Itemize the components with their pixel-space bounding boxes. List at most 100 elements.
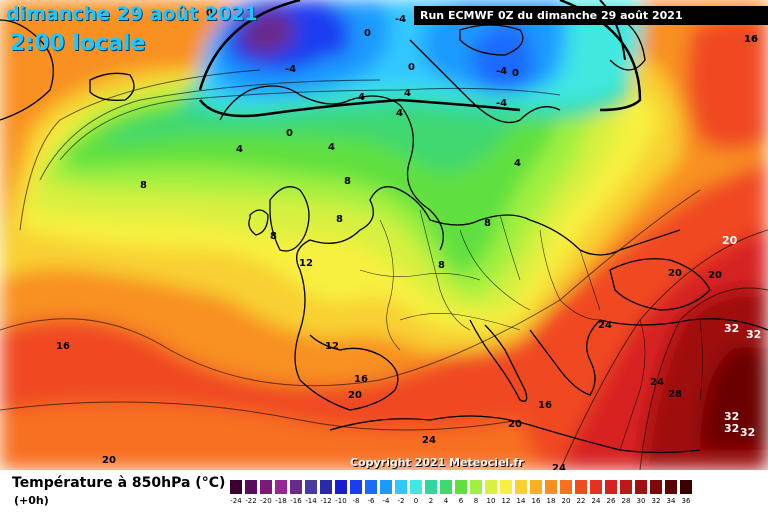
legend-label: -24: [230, 497, 242, 505]
legend-swatch: [545, 480, 557, 494]
legend-label: -20: [260, 497, 272, 505]
contour-label: 16: [744, 34, 758, 45]
legend-label: 8: [473, 497, 479, 505]
isotherm-lines: [0, 0, 768, 470]
legend-swatch: [680, 480, 692, 494]
legend-swatch: [575, 480, 587, 494]
map-canvas: 0 -4 -4 -4 0 0 0 -4 16 0 4 4 4 4 4 4 8 8…: [0, 0, 768, 470]
legend-label: -8: [352, 497, 360, 505]
legend-swatch: [590, 480, 602, 494]
contour-label: 32: [724, 410, 739, 423]
legend-swatch: [530, 480, 542, 494]
contour-label: 12: [299, 258, 313, 269]
contour-label: 8: [344, 176, 351, 187]
legend-swatch: [455, 480, 467, 494]
contour-label: 16: [538, 400, 552, 411]
contour-label: 32: [724, 422, 739, 435]
contour-label: 4: [236, 144, 243, 155]
legend-swatch: [350, 480, 362, 494]
legend-label: -6: [367, 497, 375, 505]
legend-swatch: [665, 480, 677, 494]
legend-swatch: [290, 480, 302, 494]
legend-label: 32: [651, 497, 661, 505]
legend-label: 24: [591, 497, 601, 505]
legend-swatch: [275, 480, 287, 494]
contour-label: 16: [56, 341, 70, 352]
contour-label: 24: [598, 320, 612, 331]
legend-swatch: [620, 480, 632, 494]
legend-swatch: [440, 480, 452, 494]
contour-label: 28: [668, 389, 682, 400]
contour-label: 8: [438, 260, 445, 271]
legend-swatch: [395, 480, 407, 494]
contour-label: 4: [358, 92, 365, 103]
contour-label: 24: [422, 435, 436, 446]
legend-swatch: [230, 480, 242, 494]
contour-label: 20: [102, 455, 116, 466]
legend-label: 18: [546, 497, 556, 505]
contour-label: 0: [364, 28, 371, 39]
legend-label: -12: [320, 497, 332, 505]
forecast-step: (+0h): [14, 494, 49, 507]
legend-swatch: [305, 480, 317, 494]
contour-label: 0: [512, 68, 519, 79]
legend-label: 16: [531, 497, 541, 505]
coastlines-outline: [0, 9, 768, 454]
legend-swatch: [650, 480, 662, 494]
legend-swatch: [260, 480, 272, 494]
map-footer: Température à 850hPa (°C) (+0h) -24 -22 -2…: [0, 470, 768, 512]
contour-label: 4: [514, 158, 521, 169]
contour-label: -4: [395, 14, 406, 25]
copyright-notice: Copyright 2021 Meteociel.fr: [350, 456, 524, 469]
legend-label: 30: [636, 497, 646, 505]
legend-label: -14: [305, 497, 317, 505]
contour-label: 8: [336, 214, 343, 225]
contour-label: 0: [286, 128, 293, 139]
contour-label: 20: [348, 390, 362, 401]
legend-swatch: [245, 480, 257, 494]
legend-label: 36: [681, 497, 691, 505]
contour-label: 0: [206, 8, 213, 19]
contour-label: 4: [328, 142, 335, 153]
legend-label: -22: [245, 497, 257, 505]
contour-label: 32: [724, 322, 739, 335]
legend-label: 26: [606, 497, 616, 505]
contour-label: -4: [496, 66, 507, 77]
legend-swatch: [365, 480, 377, 494]
legend-swatch: [485, 480, 497, 494]
contour-label: 16: [354, 374, 368, 385]
legend-swatch: [425, 480, 437, 494]
legend-label: 22: [576, 497, 586, 505]
legend-swatch: [635, 480, 647, 494]
legend-label: 28: [621, 497, 631, 505]
contour-label: -4: [496, 98, 507, 109]
forecast-date: dimanche 29 août 2021: [6, 3, 258, 25]
legend-label: -18: [275, 497, 287, 505]
legend-label: 6: [458, 497, 464, 505]
contour-label: 8: [484, 218, 491, 229]
temperature-map: 0 -4 -4 -4 0 0 0 -4 16 0 4 4 4 4 4 4 8 8…: [0, 0, 768, 470]
legend-swatch: [470, 480, 482, 494]
legend-swatch: [335, 480, 347, 494]
legend-label: 20: [561, 497, 571, 505]
contour-label: 20: [508, 419, 522, 430]
legend-label: -4: [382, 497, 390, 505]
contour-label: 8: [270, 231, 277, 242]
legend-swatch: [515, 480, 527, 494]
contour-label: 20: [668, 268, 682, 279]
legend-label: 10: [486, 497, 496, 505]
legend-swatch: [380, 480, 392, 494]
forecast-local-time: 2:00 locale: [10, 31, 146, 56]
legend-swatch: [605, 480, 617, 494]
contour-label: 20: [708, 270, 722, 281]
legend-label: -10: [335, 497, 347, 505]
contour-label: 32: [740, 426, 755, 439]
contour-label: 4: [396, 108, 403, 119]
contour-label: 4: [404, 88, 411, 99]
legend-label: 0: [413, 497, 419, 505]
contour-label: 16: [744, 34, 758, 45]
variable-title: Température à 850hPa (°C): [12, 475, 226, 491]
legend-swatch: [410, 480, 422, 494]
contour-label: 0: [408, 62, 415, 73]
contour-label: 24: [552, 463, 566, 470]
